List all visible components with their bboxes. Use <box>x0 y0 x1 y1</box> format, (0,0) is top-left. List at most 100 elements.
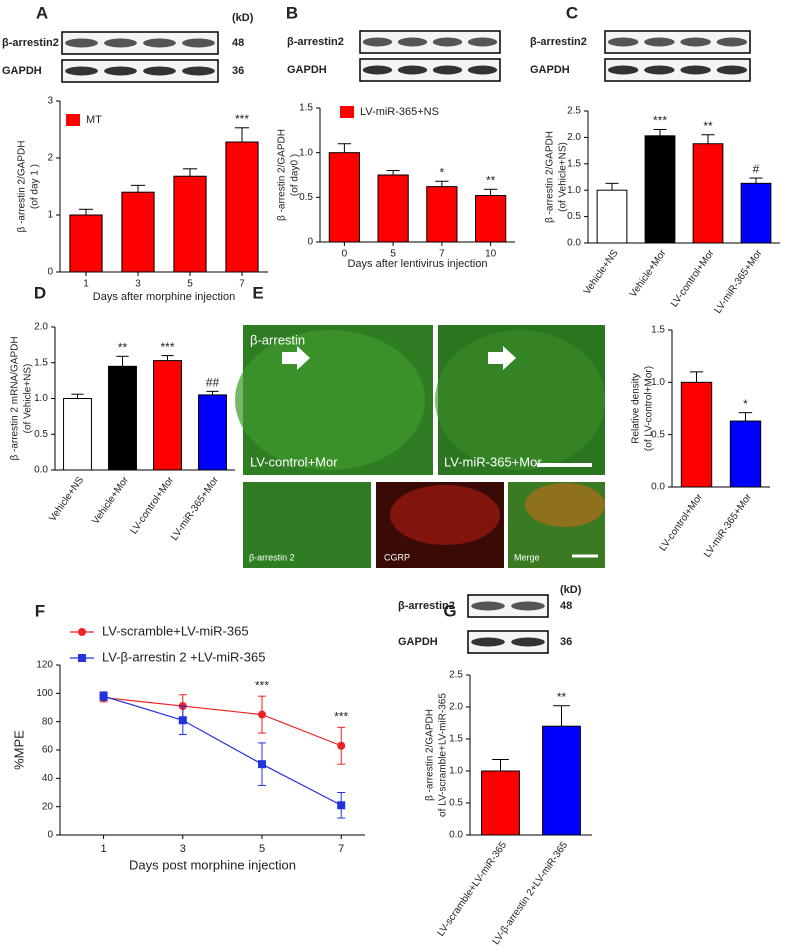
blot-label: GAPDH <box>287 64 327 76</box>
bar <box>426 186 458 243</box>
y-axis-label: β -arrestin 2/GAPDH <box>277 129 288 221</box>
x-tick-label: 5 <box>259 843 265 855</box>
series-line <box>103 695 342 806</box>
x-tick-label: Vehicle+Mor <box>90 474 131 526</box>
image-texture <box>390 485 500 545</box>
y-tick-label: 2.0 <box>449 702 463 713</box>
bar <box>680 381 713 488</box>
bar <box>596 189 628 244</box>
y-axis-label: (of Vehicle+NS) <box>558 142 569 212</box>
panel-label: E <box>252 283 263 302</box>
image-label: β-arrestin <box>250 332 305 347</box>
bar <box>63 398 92 471</box>
blot-band <box>607 37 639 47</box>
blot-frame <box>359 58 501 82</box>
bar <box>542 725 581 836</box>
arrow <box>488 346 516 370</box>
y-tick-label: 1 <box>47 210 53 221</box>
y-axis-label: (of Vehicle+NS) <box>23 364 34 434</box>
marker <box>258 710 267 719</box>
blot-band <box>471 601 505 611</box>
y-tick-label: 0 <box>47 267 53 278</box>
x-axis-label: Days post morphine injection <box>129 857 296 872</box>
blot-band <box>362 65 393 75</box>
bar <box>475 195 507 243</box>
bar <box>121 191 155 273</box>
y-tick-label: 2.0 <box>34 322 48 333</box>
y-tick-label: 0 <box>47 830 53 841</box>
blot-band <box>432 65 463 75</box>
image-label: β-arrestin 2 <box>249 552 295 562</box>
blot-band <box>680 37 711 47</box>
y-axis-label: β -arrestin 2/GAPDH <box>425 709 436 801</box>
bar <box>377 174 409 243</box>
significance: *** <box>653 114 667 128</box>
x-tick-label: 7 <box>338 843 344 855</box>
blot-band <box>65 38 98 48</box>
y-tick-label: 100 <box>36 688 53 699</box>
bar <box>225 141 259 273</box>
significance: ** <box>118 340 128 354</box>
panel-label: C <box>566 3 578 22</box>
kd-header: (kD) <box>560 584 582 596</box>
blot-frame <box>604 30 751 54</box>
x-tick-label: LV-miR-365+Mor <box>713 247 765 315</box>
y-axis-label: (of day 1 ) <box>30 164 41 209</box>
bar <box>481 770 520 836</box>
x-tick-label: LV-β-arrestin 2+LV-miR-365 <box>491 840 571 947</box>
y-tick-label: 1.0 <box>651 377 665 388</box>
blot-frame <box>467 594 549 618</box>
blot-frame <box>61 31 219 55</box>
image-label: Merge <box>514 552 540 562</box>
y-tick-label: 1.0 <box>567 185 581 196</box>
marker <box>337 741 346 750</box>
blot-band <box>143 66 176 76</box>
bar <box>740 182 772 244</box>
y-tick-label: 3 <box>47 96 53 107</box>
blot-label: GAPDH <box>530 64 570 76</box>
y-axis-label: β -arrestin 2 mRNA/GAPDH <box>10 336 21 460</box>
y-tick-label: 2.5 <box>449 670 463 681</box>
kd-label: 48 <box>232 37 244 49</box>
y-tick-label: 1.5 <box>567 158 581 169</box>
legend-marker <box>78 654 86 662</box>
blot-band <box>511 601 545 611</box>
y-tick-label: 0.5 <box>567 211 581 222</box>
image-texture <box>435 330 605 470</box>
blot-label: β-arrestin2 <box>2 37 59 49</box>
blot-band <box>644 37 675 47</box>
y-tick-label: 20 <box>42 801 54 812</box>
blot-frame <box>604 58 751 82</box>
x-tick-label: LV-miR-365+Mor <box>702 491 754 559</box>
blot-frame <box>61 59 219 83</box>
marker <box>258 760 267 769</box>
y-tick-label: 0.0 <box>567 238 581 249</box>
blot-frame <box>359 30 501 54</box>
blot-band <box>607 65 639 75</box>
bar <box>108 365 137 471</box>
y-tick-label: 1.5 <box>34 357 48 368</box>
arrow <box>282 346 310 370</box>
x-tick-label: 5 <box>390 249 396 260</box>
image-label: CGRP <box>384 552 410 562</box>
y-tick-label: 1.5 <box>651 325 665 336</box>
bar <box>644 135 676 244</box>
blot-frame <box>467 630 549 654</box>
x-tick-label: 7 <box>439 249 445 260</box>
x-axis-label: Days after lentivirus injection <box>347 258 487 270</box>
y-tick-label: 1.5 <box>299 103 313 114</box>
significance: ## <box>206 376 220 390</box>
x-tick-label: LV-control+Mor <box>669 247 717 309</box>
significance: * <box>743 397 748 411</box>
blot-band <box>104 38 137 48</box>
kd-label: 36 <box>560 636 572 648</box>
y-tick-label: 0.0 <box>651 482 665 493</box>
x-tick-label: 0 <box>342 249 348 260</box>
blot-label: GAPDH <box>398 636 438 648</box>
x-tick-label: Vehicle+Mor <box>628 247 669 299</box>
blot-label: GAPDH <box>2 65 42 77</box>
blot-band <box>104 66 137 76</box>
x-tick-label: 7 <box>239 279 245 290</box>
panel-label: A <box>36 3 48 22</box>
y-axis-label: of LV-scramble+LV-miR-365 <box>438 693 449 817</box>
